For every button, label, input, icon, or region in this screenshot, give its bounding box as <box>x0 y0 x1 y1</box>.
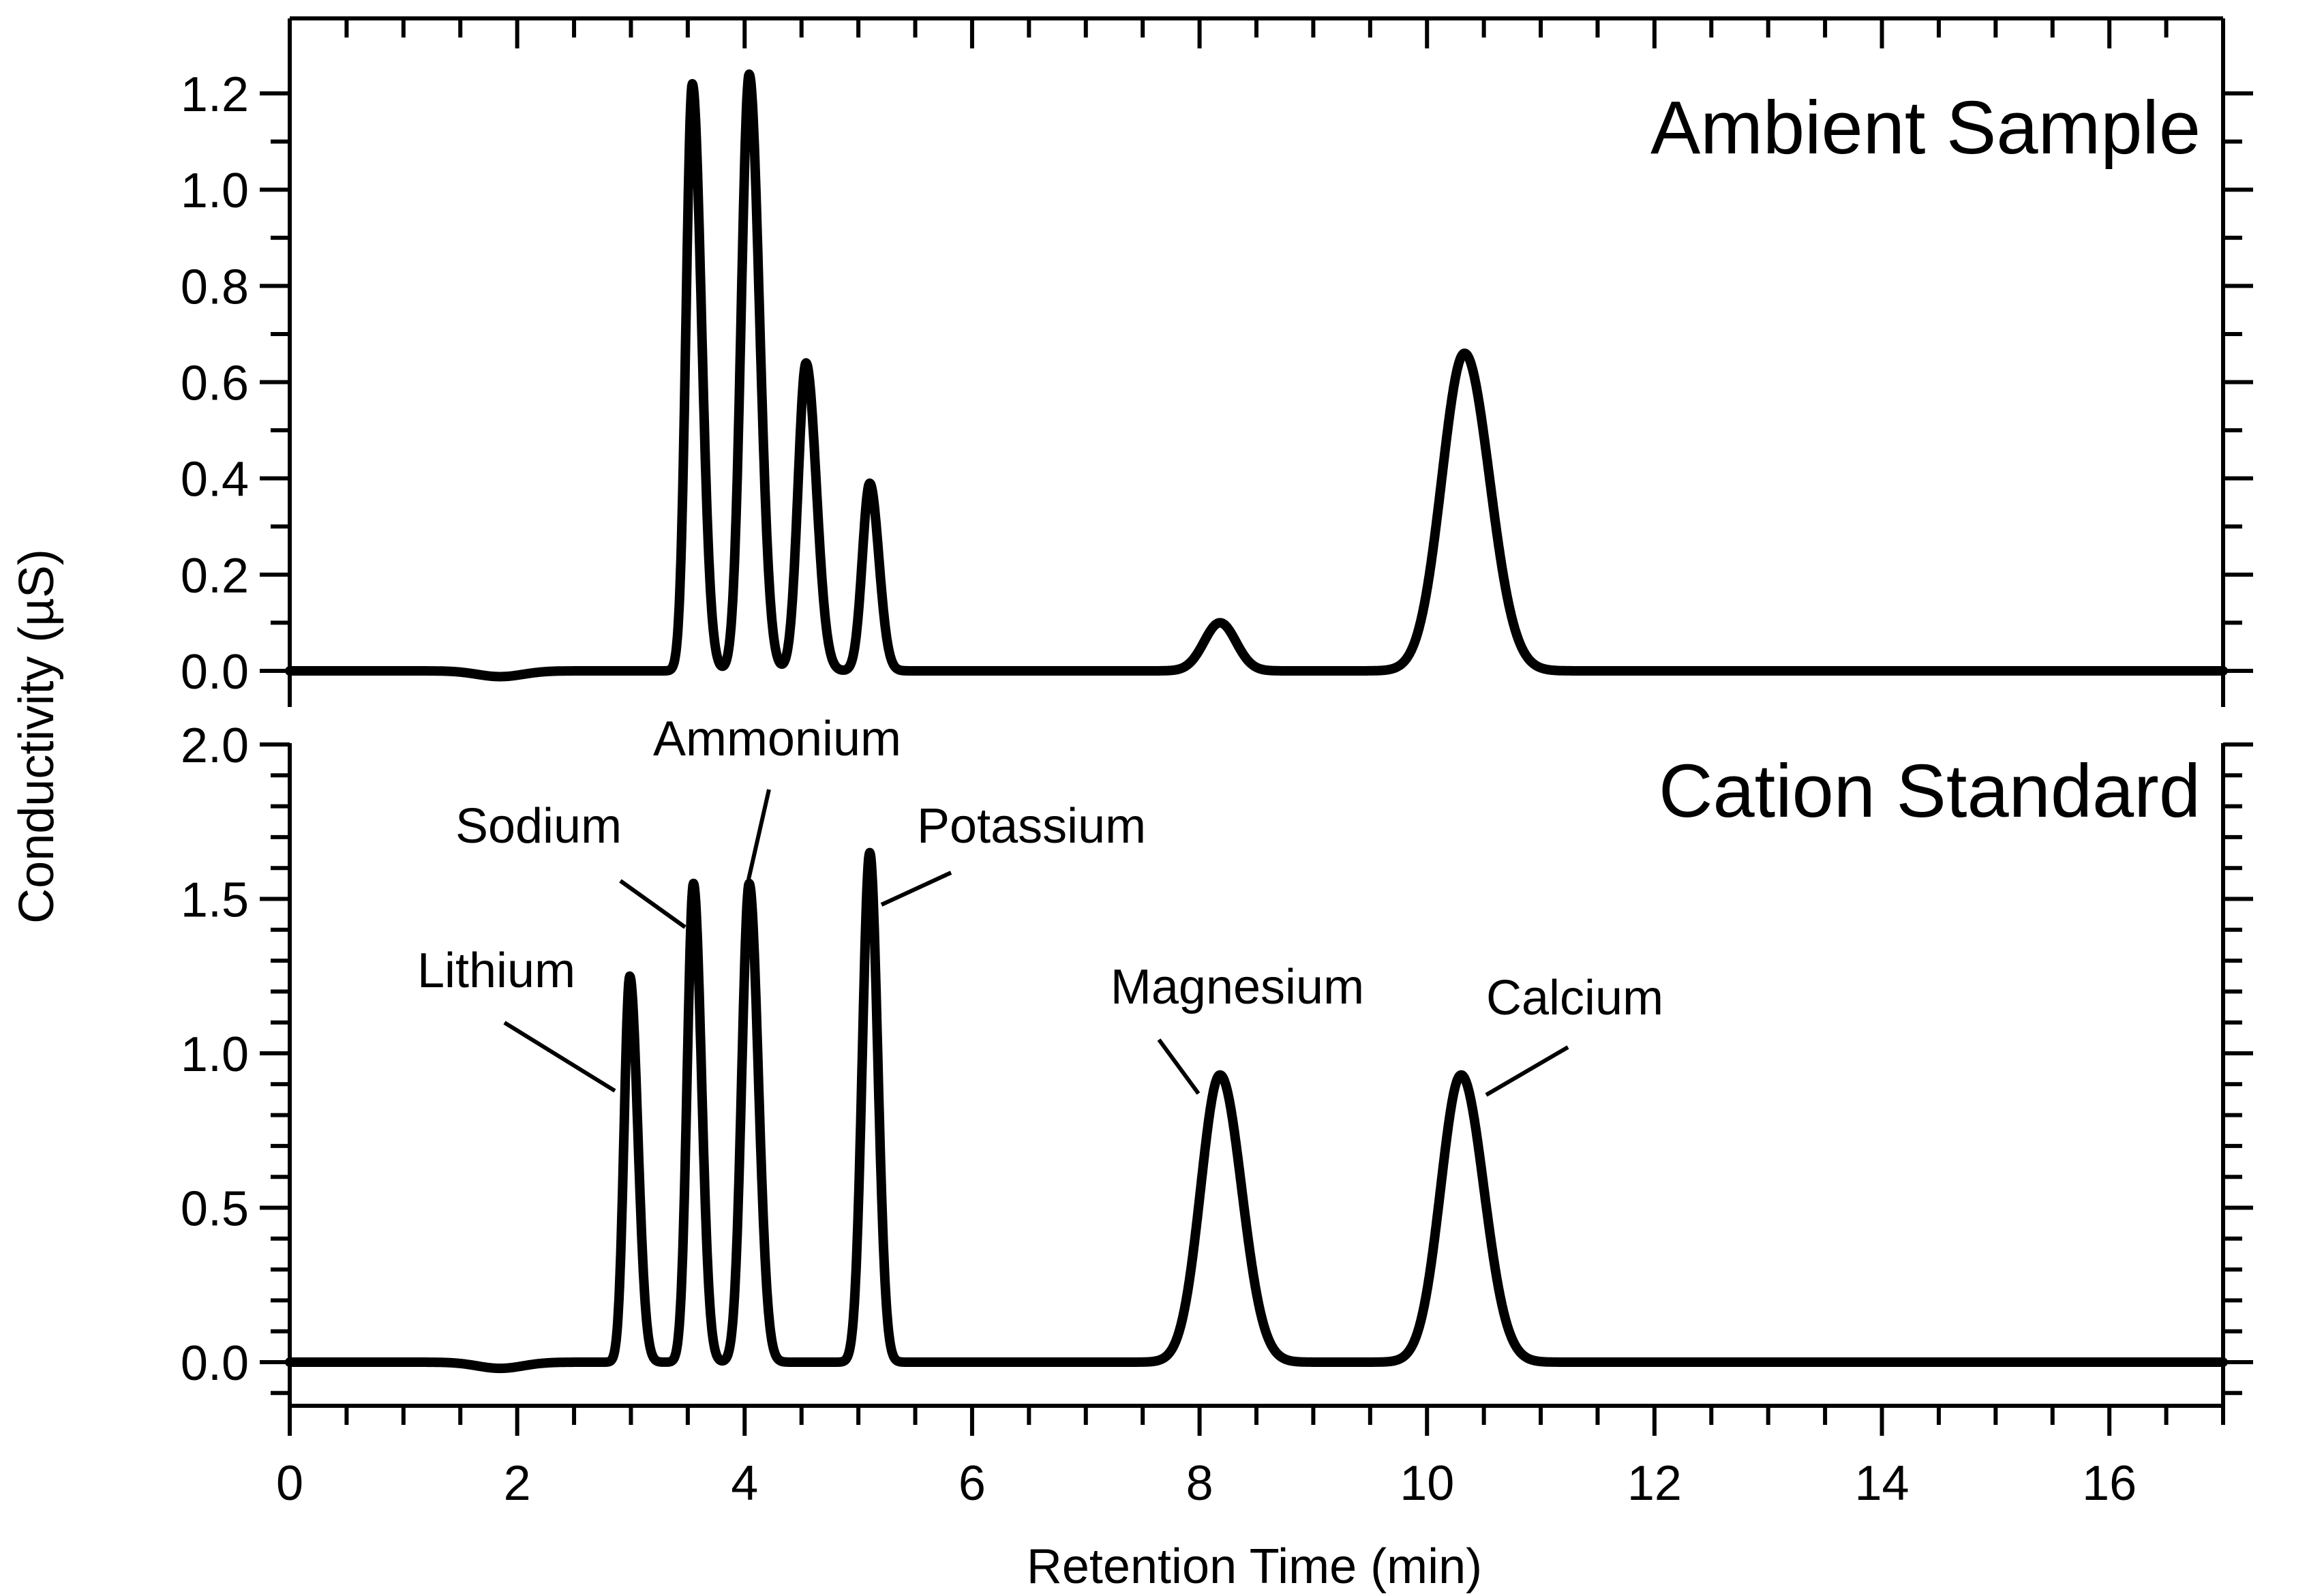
x-tick-label: 0 <box>276 1456 303 1511</box>
peak-leader-line <box>619 879 686 929</box>
x-tick-label: 2 <box>504 1456 531 1511</box>
cation-standard-panel: Cation Standard 0.0 0.5 1.0 1.5 2.0 Lithium Sod… <box>181 712 2253 1396</box>
peak-label: Sodium <box>455 799 622 854</box>
peak-label: Ammonium <box>653 712 901 766</box>
y-tick-label: 2.0 <box>181 719 249 773</box>
y-tick-label: 1.0 <box>181 164 249 218</box>
y-tick-label: 1.2 <box>181 67 249 122</box>
x-axis-title: Retention Time (min) <box>1027 1539 1482 1594</box>
y-tick-label: 0.2 <box>181 549 249 603</box>
y-tick-label: 1.5 <box>181 873 249 928</box>
peak-leader-line <box>503 1021 616 1093</box>
y-axis-title: Conductivity (µS) <box>10 549 64 924</box>
chromatogram-trace <box>285 847 2228 1374</box>
chromatogram-trace <box>285 69 2228 682</box>
peak-leader-line <box>1157 1038 1201 1095</box>
peak-leader-line <box>1485 1045 1569 1097</box>
y-tick-label: 0.5 <box>181 1182 249 1237</box>
x-tick-label: 4 <box>731 1456 758 1511</box>
peak-label: Magnesium <box>1111 960 1364 1014</box>
y-tick-label: 0.8 <box>181 260 249 314</box>
x-tick-label: 10 <box>1400 1456 1454 1511</box>
peak-label: Calcium <box>1486 971 1663 1025</box>
y-tick-label: 0.4 <box>181 453 249 507</box>
panel-title: Cation Standard <box>1659 749 2201 833</box>
peak-leader-line <box>746 789 771 880</box>
peak-label: Lithium <box>417 944 575 998</box>
x-tick-label: 14 <box>1854 1456 1909 1511</box>
peak-label: Potassium <box>917 799 1146 854</box>
ambient-sample-panel: Ambient Sample 0.0 0.2 0.4 0.6 0.8 1.0 1.2 <box>181 67 2253 707</box>
x-tick-label: 6 <box>959 1456 986 1511</box>
y-tick-label: 1.0 <box>181 1027 249 1082</box>
x-tick-label: 8 <box>1186 1456 1213 1511</box>
x-tick-label: 12 <box>1627 1456 1682 1511</box>
peak-leader-line <box>880 871 952 907</box>
y-tick-label: 0.0 <box>181 1336 249 1391</box>
x-tick-label: 16 <box>2082 1456 2137 1511</box>
y-tick-label: 0.6 <box>181 357 249 411</box>
y-tick-label: 0.0 <box>181 645 249 699</box>
axis-frame <box>288 16 2225 1436</box>
x-tick-labels: 0 2 4 6 8 10 12 14 16 <box>276 1456 2137 1511</box>
panel-title: Ambient Sample <box>1650 86 2201 170</box>
